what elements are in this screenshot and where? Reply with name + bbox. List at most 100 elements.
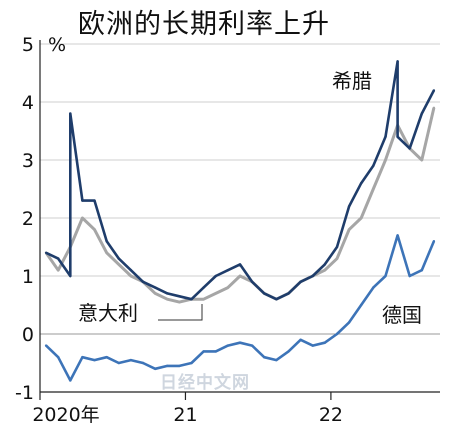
data-point <box>396 60 399 63</box>
data-point <box>57 269 60 272</box>
data-point <box>408 147 411 150</box>
data-point <box>335 257 339 260</box>
data-point <box>214 274 217 278</box>
data-point <box>347 321 351 324</box>
data-point <box>129 358 133 362</box>
y-tick-label: 4 <box>22 92 34 114</box>
data-point <box>384 135 387 138</box>
y-tick-label: -1 <box>15 382 34 404</box>
data-point <box>57 356 60 359</box>
data-point <box>190 361 193 365</box>
data-point <box>432 106 436 110</box>
data-point <box>360 303 363 307</box>
y-tick-label: 0 <box>22 324 34 346</box>
data-point <box>69 112 72 115</box>
series-label-greece: 希腊 <box>332 69 372 93</box>
data-point <box>105 240 108 243</box>
data-point <box>420 112 423 115</box>
data-point <box>347 205 351 208</box>
data-point <box>360 182 363 185</box>
series-lines <box>44 60 436 382</box>
data-point <box>311 344 314 347</box>
data-point <box>226 344 230 347</box>
data-point <box>154 367 157 370</box>
data-point <box>178 295 181 298</box>
data-point <box>263 356 266 359</box>
data-point <box>166 292 169 295</box>
data-point <box>432 240 436 243</box>
data-point <box>323 269 326 272</box>
data-point <box>372 164 375 167</box>
data-point <box>141 361 145 365</box>
data-point <box>202 350 205 353</box>
data-point <box>105 356 108 359</box>
series-line <box>44 107 436 304</box>
data-point <box>129 274 133 278</box>
data-point <box>372 286 375 289</box>
data-point <box>299 280 302 283</box>
data-point <box>129 269 133 272</box>
data-point <box>166 364 169 368</box>
data-point <box>69 379 72 382</box>
data-point <box>238 341 242 344</box>
data-point <box>323 263 326 266</box>
data-point <box>384 274 387 278</box>
data-point <box>44 344 48 347</box>
data-point <box>250 280 254 283</box>
data-point <box>154 286 157 289</box>
data-point <box>372 187 375 191</box>
data-point <box>347 228 351 231</box>
data-point <box>202 298 205 301</box>
data-point <box>93 358 96 362</box>
data-point <box>57 257 60 260</box>
data-point <box>44 251 48 254</box>
data-point <box>226 286 230 289</box>
chart-title: 欧洲的长期利率上升 <box>78 9 330 40</box>
data-point <box>396 234 399 237</box>
data-point <box>117 361 121 365</box>
data-point <box>81 199 84 202</box>
data-point <box>214 350 217 353</box>
data-point <box>117 263 121 266</box>
data-point <box>432 89 436 92</box>
data-point <box>238 263 242 266</box>
data-point <box>384 158 387 162</box>
data-point <box>250 344 254 347</box>
x-tick-label: 22 <box>319 404 343 426</box>
data-point <box>117 257 121 260</box>
data-point <box>299 338 302 341</box>
series-label-germany: 德国 <box>382 303 422 327</box>
data-point <box>311 274 314 278</box>
data-point <box>335 332 339 336</box>
data-point <box>214 292 217 295</box>
data-point <box>420 158 423 162</box>
data-point <box>335 245 339 249</box>
y-tick-label: 3 <box>22 150 34 172</box>
data-point <box>69 274 72 278</box>
data-point <box>178 364 181 368</box>
data-point <box>323 341 326 344</box>
data-point <box>81 216 84 220</box>
data-point <box>178 300 181 304</box>
data-point <box>154 292 157 295</box>
y-tick-label: 1 <box>22 266 34 288</box>
data-point <box>93 199 96 202</box>
series-label-italy: 意大利 <box>78 301 138 325</box>
data-point <box>238 274 242 278</box>
data-point <box>263 292 266 295</box>
data-point <box>93 228 96 231</box>
data-point <box>396 135 399 138</box>
y-tick-label: 5 <box>22 34 34 56</box>
x-tick-label: 21 <box>173 404 197 426</box>
y-unit-label: % <box>48 34 66 56</box>
data-point <box>287 292 290 295</box>
watermark: 日经中文网 <box>160 372 250 393</box>
gridlines <box>40 43 440 335</box>
data-point <box>190 298 193 301</box>
data-point <box>287 350 290 353</box>
data-point <box>166 298 169 301</box>
